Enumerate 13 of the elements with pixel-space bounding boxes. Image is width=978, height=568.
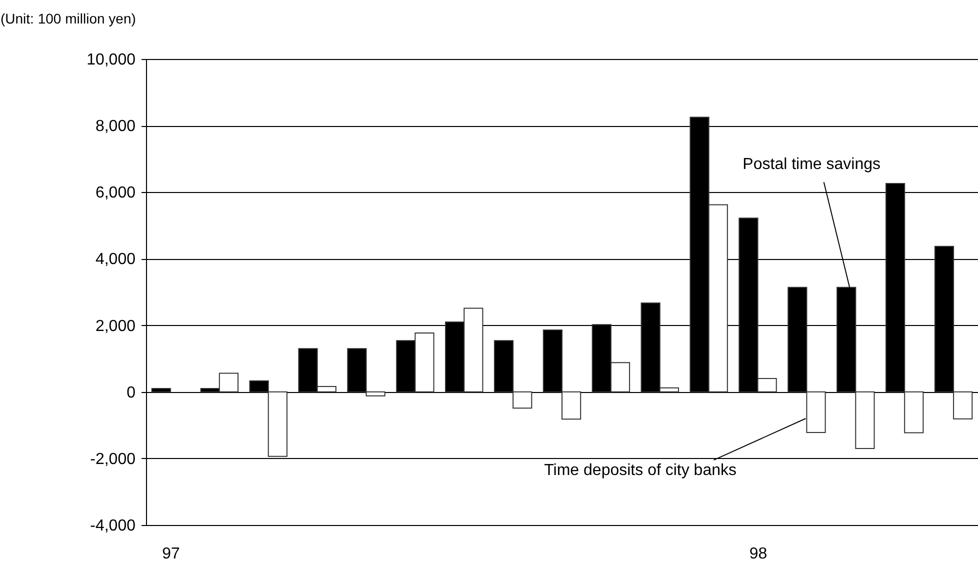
series-label: Postal time savings [742, 156, 881, 173]
x-tick-label: 97 [162, 546, 180, 562]
y-tick-label: 6,000 [95, 184, 136, 202]
text: Time deposits of city banks [544, 462, 736, 480]
y-tick-label: 4,000 [95, 251, 136, 268]
y-tick-label: 8,000 [95, 118, 136, 136]
y-tick-label: -4,000 [90, 518, 136, 534]
y-tick-label: 2,000 [95, 318, 136, 335]
y-tick-label: 0 [126, 384, 136, 402]
x-tick-label: 98 [749, 546, 768, 562]
y-tick-label: -2,000 [90, 450, 136, 468]
y-axis-title: (Unit: 100 million yen) [0, 10, 136, 26]
y-tick-label: 10,000 [86, 52, 136, 68]
